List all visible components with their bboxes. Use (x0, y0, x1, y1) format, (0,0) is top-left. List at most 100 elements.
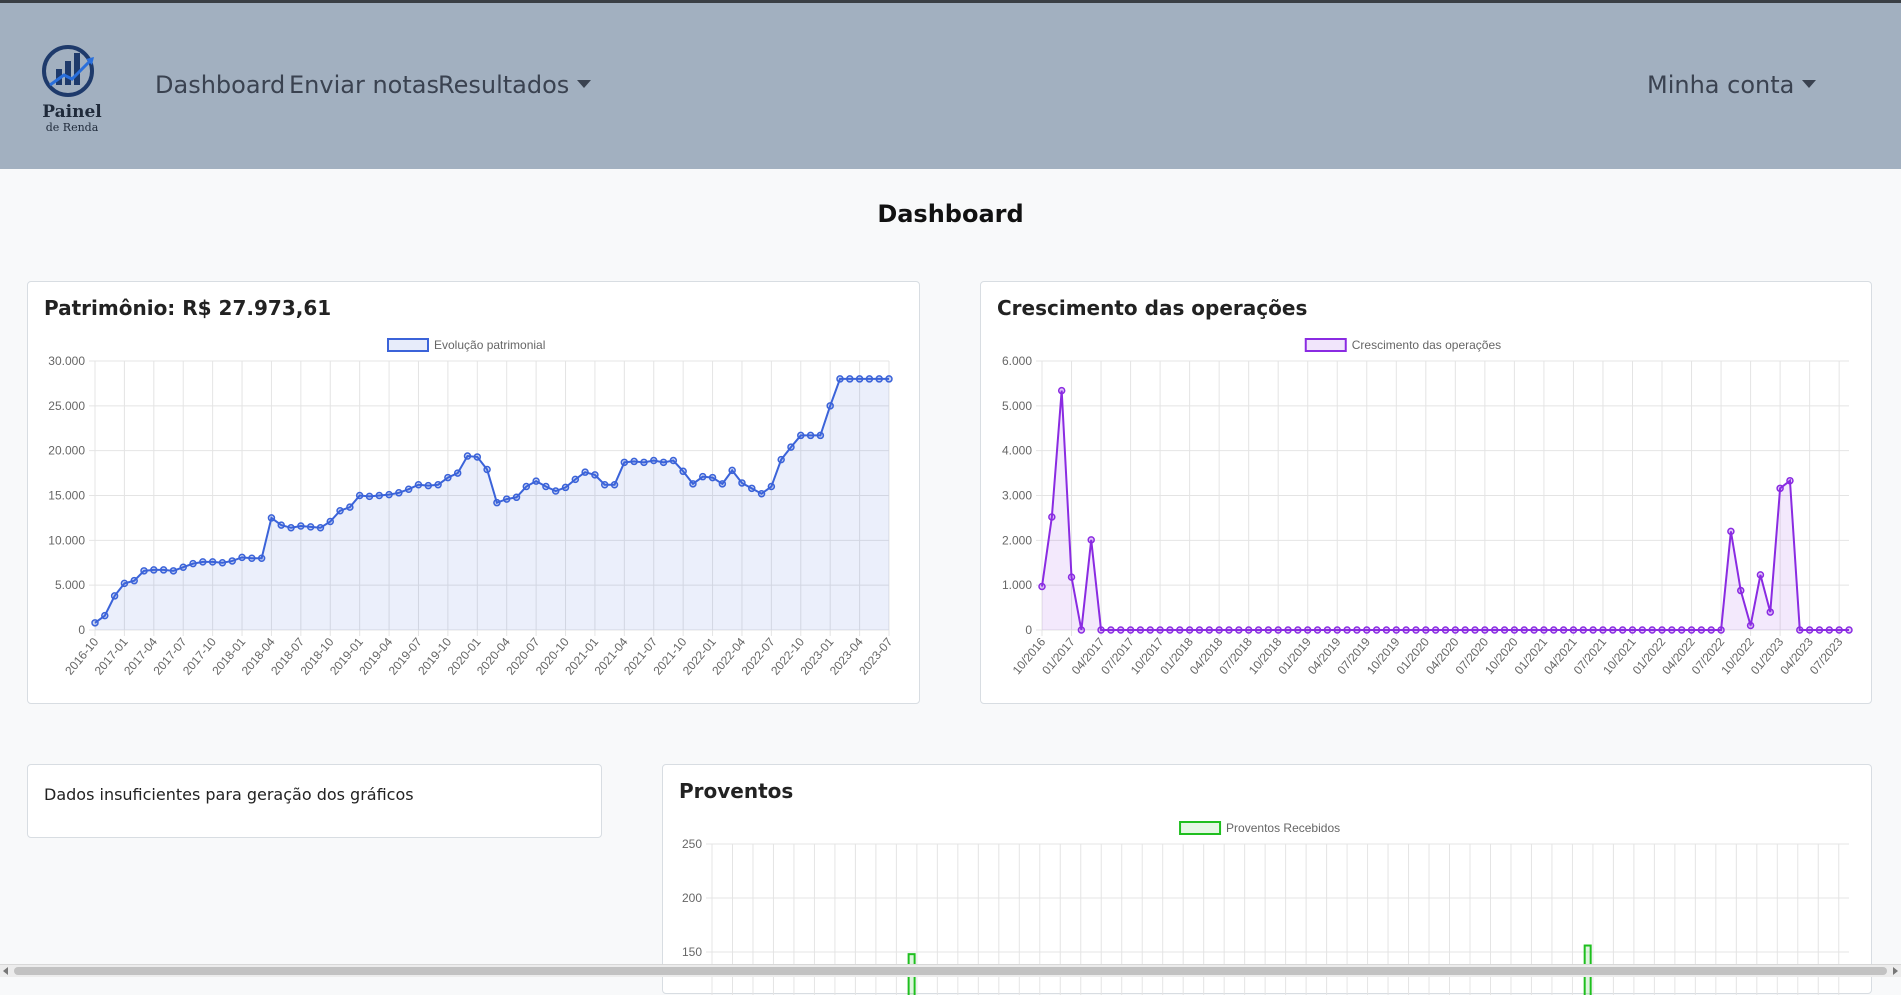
data-point (757, 489, 766, 498)
y-tick-label: 20.000 (48, 444, 85, 458)
data-point (267, 514, 276, 522)
data-point (404, 485, 413, 493)
patrimonio-card: Patrimônio: R$ 27.973,61 Evolução patrim… (27, 281, 920, 704)
y-tick-label: 10.000 (48, 533, 85, 547)
data-point (1343, 626, 1351, 634)
horizontal-scrollbar[interactable] (0, 964, 1901, 977)
data-point (1235, 626, 1243, 634)
brand-logo[interactable]: Painel de Renda (40, 41, 104, 137)
scrollbar-thumb[interactable] (14, 967, 1887, 975)
brand-subtitle: de Renda (45, 121, 99, 134)
data-point (1510, 626, 1519, 634)
data-point (699, 472, 707, 481)
proventos-chart[interactable]: Proventos Recebidos 150 200 250 (663, 765, 1873, 995)
data-point (130, 576, 138, 585)
data-point (169, 567, 178, 575)
data-point (1195, 626, 1204, 634)
data-point (836, 375, 844, 383)
data-point (1313, 626, 1322, 634)
data-point (1136, 626, 1145, 634)
data-point (659, 458, 668, 467)
data-point (1126, 626, 1135, 634)
data-point (346, 503, 354, 511)
data-point (875, 375, 883, 383)
y-tick-label: 1.000 (1002, 578, 1032, 592)
data-point (1392, 626, 1401, 634)
data-point (1057, 386, 1066, 395)
data-point (1825, 626, 1834, 634)
data-point (1550, 626, 1558, 634)
data-point (591, 471, 599, 479)
x-tick-label: 07/2023 (1807, 635, 1846, 677)
data-point (414, 480, 423, 489)
data-point (1402, 626, 1410, 634)
scroll-left-icon[interactable] (3, 967, 8, 975)
data-point (1303, 626, 1312, 634)
data-point (551, 487, 560, 495)
chart-legend: Crescimento das operações (1304, 338, 1501, 352)
data-point (1569, 626, 1578, 634)
series-area (95, 378, 889, 630)
data-point (738, 479, 746, 487)
data-point (365, 492, 374, 501)
data-point (1707, 626, 1715, 634)
data-point (1736, 586, 1745, 595)
nav-resultados[interactable]: Resultados (438, 71, 592, 99)
data-point (1451, 626, 1460, 634)
nav-minha-conta[interactable]: Minha conta (1647, 71, 1817, 99)
data-point (179, 563, 187, 571)
chevron-down-icon (577, 80, 592, 88)
proventos-title: Proventos (679, 779, 794, 803)
data-point (1185, 626, 1194, 634)
data-point (806, 431, 815, 440)
data-point (1038, 582, 1046, 591)
data-point (1333, 626, 1341, 634)
data-point (542, 482, 550, 491)
data-point (355, 491, 364, 500)
data-point (1205, 626, 1214, 634)
y-tick-label: 15.000 (48, 489, 85, 503)
data-point (1500, 626, 1509, 634)
legend-swatch (1304, 338, 1347, 352)
data-point (1805, 626, 1814, 634)
data-point (669, 456, 678, 465)
data-point (1146, 626, 1155, 634)
data-point (826, 402, 834, 410)
patrimonio-chart[interactable]: Evolução patrimonial 0 5.000 10.000 15.000 20… (28, 282, 921, 705)
legend-swatch (1179, 821, 1222, 835)
data-point (228, 557, 236, 565)
nav-dashboard[interactable]: Dashboard (155, 71, 286, 99)
data-point (297, 522, 305, 530)
data-point (336, 506, 344, 515)
data-point (1786, 476, 1794, 485)
data-point (1648, 626, 1656, 634)
nav-enviar-notas[interactable]: Enviar notas (289, 71, 439, 99)
data-point (1845, 626, 1853, 634)
series-line (94, 377, 889, 624)
data-point (1599, 626, 1607, 634)
data-point (395, 489, 403, 497)
data-point (1244, 626, 1253, 634)
data-point (101, 611, 109, 620)
data-point (1323, 626, 1332, 634)
data-point (473, 453, 482, 461)
data-point (718, 480, 727, 488)
data-point (199, 558, 207, 566)
crescimento-chart[interactable]: Crescimento das operações 0 1.000 2.000 3.00… (981, 282, 1873, 705)
data-point (326, 517, 335, 526)
data-point (1382, 626, 1391, 634)
y-tick-label: 2.000 (1002, 533, 1032, 547)
data-point (1422, 626, 1430, 634)
data-point (277, 521, 285, 529)
data-point (1638, 626, 1647, 634)
data-point (1589, 626, 1597, 634)
scroll-right-icon[interactable] (1893, 967, 1898, 975)
data-point (1461, 626, 1469, 634)
data-point (610, 480, 619, 489)
window-top-border (0, 0, 1901, 3)
data-point (1067, 573, 1076, 581)
data-point (1609, 626, 1617, 634)
data-point (1284, 626, 1292, 634)
chart-legend: Evolução patrimonial (387, 338, 545, 352)
crescimento-title: Crescimento das operações (997, 296, 1308, 320)
